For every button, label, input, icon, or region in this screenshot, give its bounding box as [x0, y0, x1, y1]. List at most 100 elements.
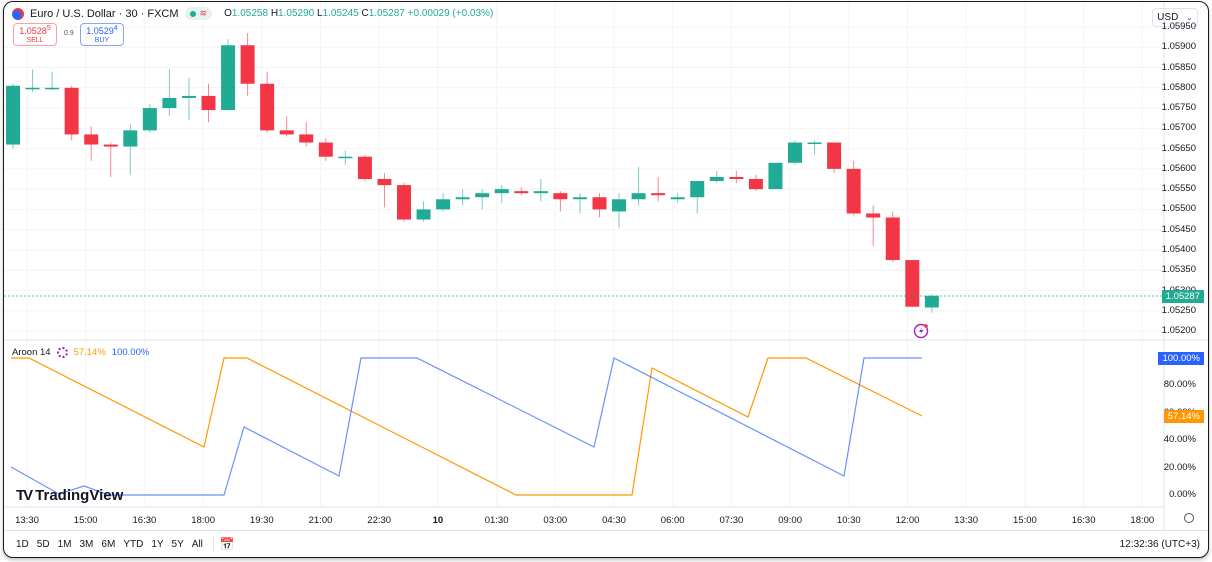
chart-header: Euro / U.S. Dollar · 30 · FXCM ≋ O1.0525…	[12, 7, 493, 20]
tv-logo-icon: TV	[16, 487, 33, 504]
candle	[455, 197, 470, 200]
price-label: 1.05800	[1161, 81, 1196, 93]
candle	[279, 130, 294, 135]
price-label: 1.05650	[1161, 142, 1196, 154]
date-range-calendar-icon[interactable]: 📅	[219, 537, 235, 551]
candle	[924, 295, 939, 308]
alert-bolt-icon[interactable]	[913, 323, 929, 339]
market-open-dot-icon	[189, 10, 196, 17]
range-button-1m[interactable]: 1M	[57, 538, 72, 550]
time-label: 15:00	[1013, 515, 1037, 526]
indicator-axis-label: 40.00%	[1163, 434, 1196, 446]
candle	[436, 199, 451, 210]
ohlc-values: O1.05258 H1.05290 L1.05245 C1.05287 +0.0…	[224, 8, 494, 19]
range-button-5y[interactable]: 5Y	[171, 538, 184, 550]
time-label: 13:30	[15, 515, 39, 526]
price-label: 1.05550	[1161, 183, 1196, 195]
price-label: 1.05700	[1161, 122, 1196, 134]
aroon-up-value: 100.00%	[111, 347, 150, 358]
price-label: 1.05200	[1161, 325, 1196, 337]
price-label: 1.05600	[1161, 162, 1196, 174]
candle	[416, 209, 431, 220]
candle	[807, 142, 822, 145]
price-label: 1.05750	[1161, 102, 1196, 114]
indicator-settings-icon[interactable]	[56, 347, 68, 358]
candle	[494, 189, 509, 194]
time-label: 22:30	[367, 515, 392, 526]
clock-timezone[interactable]: 12:32:36 (UTC+3)	[1119, 538, 1200, 550]
candle	[905, 260, 920, 307]
current-price-tag: 1.05287	[1161, 290, 1204, 303]
buy-button[interactable]: 1.05294 BUY	[80, 23, 124, 46]
candle	[338, 156, 353, 159]
time-label: 13:30	[954, 515, 979, 526]
price-label: 1.05950	[1161, 21, 1196, 32]
price-chart[interactable]	[4, 2, 1208, 557]
price-label: 1.05850	[1161, 61, 1196, 73]
range-button-3m[interactable]: 3M	[79, 538, 94, 550]
candle	[690, 181, 705, 198]
time-label: 15:00	[73, 515, 98, 526]
price-label: 1.05250	[1161, 304, 1196, 316]
indicator-legend[interactable]: Aroon 14 57.14% 100.00%	[12, 347, 149, 358]
price-label: 1.05350	[1161, 264, 1196, 276]
time-label: 04:30	[602, 515, 626, 526]
range-button-1d[interactable]: 1D	[16, 538, 29, 550]
time-label: 16:30	[1071, 515, 1096, 526]
candle	[142, 108, 157, 131]
candle	[514, 191, 529, 194]
time-label: 12:00	[895, 515, 920, 526]
chart-window: Euro / U.S. Dollar · 30 · FXCM ≋ O1.0525…	[3, 1, 1209, 558]
market-status-badge[interactable]: ≋	[184, 7, 213, 20]
range-button-all[interactable]: All	[191, 538, 203, 550]
indicator-name: Aroon 14	[12, 347, 51, 358]
aroon-up-line	[10, 357, 922, 496]
chevron-down-icon: ⌄	[1186, 13, 1193, 22]
tradingview-logo[interactable]: TV TradingView	[16, 487, 124, 504]
time-label: 18:00	[1130, 515, 1155, 526]
aroon-up-tag: 100.00%	[1158, 352, 1204, 365]
range-button-ytd[interactable]: YTD	[123, 538, 144, 550]
aroon-down-tag: 57.14%	[1163, 410, 1204, 423]
candle	[64, 87, 79, 135]
symbol-flag-icon	[12, 7, 24, 20]
axis-settings-icon[interactable]	[1184, 513, 1194, 523]
time-label: 19:30	[249, 515, 274, 526]
candle	[553, 193, 568, 200]
bottom-toolbar: 1D 5D 1M 3M 6M YTD 1Y 5Y All 📅 12:32:36 (UTC+3)	[4, 530, 1208, 557]
candlestick-series	[6, 33, 939, 313]
range-button-1y[interactable]: 1Y	[151, 538, 164, 550]
candle	[103, 144, 118, 147]
candle	[6, 85, 20, 145]
sell-button[interactable]: 1.05285 SELL	[13, 23, 57, 46]
candle	[729, 176, 744, 179]
currency-selector[interactable]: USD ⌄	[1152, 8, 1198, 27]
candle	[123, 130, 138, 147]
candle	[768, 162, 783, 190]
candle	[788, 142, 802, 163]
candle	[592, 197, 607, 210]
candle	[670, 197, 685, 200]
candle	[827, 142, 842, 169]
range-button-5d[interactable]: 5D	[36, 538, 50, 550]
candle	[240, 45, 255, 84]
aroon-down-line	[11, 357, 923, 496]
time-label: 16:30	[132, 515, 157, 526]
candle	[25, 87, 40, 90]
candle	[162, 97, 177, 109]
candle	[612, 199, 627, 212]
price-label: 1.05450	[1161, 223, 1196, 235]
candle	[709, 176, 724, 182]
time-label: 18:00	[191, 515, 215, 526]
indicator-axis-label: 80.00%	[1163, 379, 1196, 391]
range-button-6m[interactable]: 6M	[101, 538, 116, 550]
time-label: 09:00	[778, 515, 802, 526]
candle	[748, 178, 763, 190]
candle	[631, 193, 646, 200]
candle	[885, 217, 900, 261]
aroon-down-value: 57.14%	[73, 347, 106, 358]
candle	[377, 178, 392, 186]
candle	[397, 185, 411, 220]
time-label: 21:00	[308, 515, 333, 526]
symbol-title[interactable]: Euro / U.S. Dollar · 30 · FXCM	[30, 7, 179, 20]
